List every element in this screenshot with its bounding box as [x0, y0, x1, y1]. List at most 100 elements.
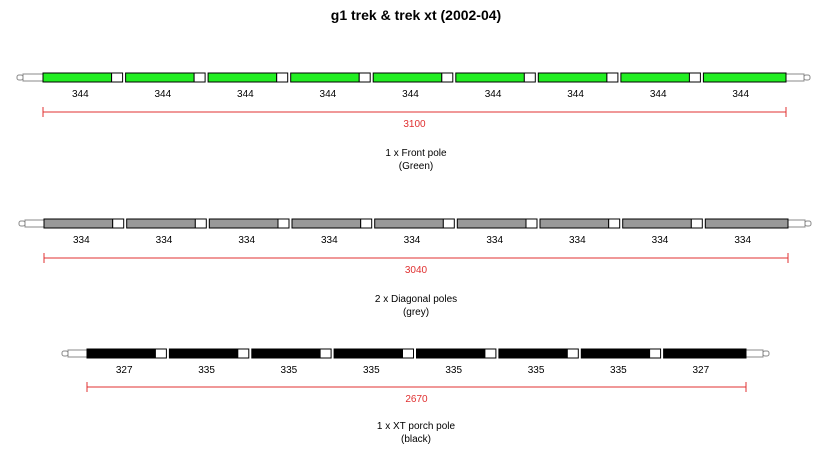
diagonal-pole-total-length: 3040	[405, 265, 428, 276]
diagonal-pole-section	[704, 218, 789, 229]
porch-pole-ferrule	[237, 348, 250, 359]
front-pole-section-length: 344	[567, 89, 584, 100]
porch-pole-end-tip-right	[745, 349, 764, 358]
porch-pole-end-cap-right	[762, 350, 770, 357]
front-pole-ferrule	[276, 72, 289, 83]
diagonal-pole-section-length: 334	[238, 235, 255, 246]
porch-pole-section	[168, 348, 239, 359]
caption-front-pole-line2: (Green)	[398, 161, 434, 172]
diagonal-pole-section	[43, 218, 114, 229]
porch-pole-ferrule	[402, 348, 414, 359]
front-pole-section	[702, 72, 787, 83]
front-pole-section-length: 344	[154, 89, 171, 100]
front-pole-ferrule	[441, 72, 454, 83]
diagonal-pole-section-length: 334	[73, 235, 90, 246]
front-pole-section	[290, 72, 360, 83]
diagonal-pole-ferrule	[525, 218, 538, 229]
porch-pole-total-length: 2670	[405, 394, 428, 405]
front-pole-ferrule	[358, 72, 371, 83]
front-pole-ferrule	[688, 72, 701, 83]
diagonal-pole-section	[539, 218, 610, 229]
front-pole-section-length: 344	[237, 89, 254, 100]
diagonal-pole-section-length: 334	[734, 235, 751, 246]
diagonal-pole-ferrule	[112, 218, 125, 229]
porch-pole-section	[580, 348, 651, 359]
diagonal-pole-section-length: 334	[569, 235, 586, 246]
diagonal-pole-section-length: 334	[652, 235, 669, 246]
diagonal-pole-ferrule	[608, 218, 621, 229]
front-pole-section-length: 344	[732, 89, 749, 100]
front-pole-section	[207, 72, 278, 83]
diagonal-pole-ferrule	[360, 218, 373, 229]
front-pole-total-length: 3100	[403, 119, 426, 130]
porch-pole-section	[86, 348, 156, 359]
diagonal-pole-ferrule	[194, 218, 207, 229]
porch-pole-section	[416, 348, 486, 359]
porch-pole-section	[251, 348, 321, 359]
front-pole-section	[42, 72, 113, 83]
front-pole-ferrule	[523, 72, 536, 83]
porch-pole-section-length: 335	[528, 365, 545, 376]
porch-pole-section-length: 335	[445, 365, 462, 376]
caption-diagonal-poles-line2: (grey)	[402, 307, 430, 318]
diagonal-pole-section-length: 334	[404, 235, 421, 246]
front-pole-section	[125, 72, 195, 83]
front-pole-section-length: 344	[650, 89, 667, 100]
porch-pole-ferrule	[566, 348, 579, 359]
diagonal-pole-section	[622, 218, 692, 229]
front-pole-end-cap-left	[16, 74, 24, 81]
front-pole-section-length: 344	[402, 89, 419, 100]
diagonal-pole-section	[374, 218, 444, 229]
page-title: g1 trek & trek xt (2002-04)	[330, 7, 502, 23]
front-pole-section	[620, 72, 691, 83]
front-pole-end-tip-left	[22, 73, 44, 82]
front-pole-ferrule	[193, 72, 206, 83]
porch-pole-end-cap-left	[61, 350, 69, 357]
front-pole-end-tip-right	[785, 73, 805, 82]
caption-porch-pole-line1: 1 x XT porch pole	[376, 421, 456, 432]
caption-porch-pole-line2: (black)	[400, 434, 431, 445]
diagonal-pole-section	[126, 218, 196, 229]
front-pole-end-cap-right	[803, 74, 811, 81]
porch-pole-section-length: 335	[610, 365, 627, 376]
diagonal-pole-section	[456, 218, 527, 229]
front-pole-section-length: 344	[485, 89, 502, 100]
diagonal-pole-section-length: 334	[486, 235, 503, 246]
caption-front-pole-line1: 1 x Front pole	[385, 148, 447, 159]
front-pole-section-length: 344	[72, 89, 89, 100]
caption-diagonal-poles: 2 x Diagonal poles (grey)	[0, 293, 832, 319]
porch-pole-section-length: 327	[692, 365, 709, 376]
caption-front-pole: 1 x Front pole (Green)	[0, 147, 832, 173]
diagonal-pole-ferrule	[690, 218, 703, 229]
caption-diagonal-poles-line1: 2 x Diagonal poles	[374, 294, 458, 305]
front-pole-section-length: 344	[320, 89, 337, 100]
diagonal-pole-ferrule	[442, 218, 455, 229]
porch-pole-section	[663, 348, 747, 359]
porch-pole-section	[333, 348, 404, 359]
diagonal-pole-section-length: 334	[156, 235, 173, 246]
front-pole-ferrule	[606, 72, 619, 83]
diagonal-pole-end-cap-right	[804, 220, 812, 227]
porch-pole-section	[498, 348, 568, 359]
diagonal-pole-section-length: 334	[321, 235, 338, 246]
porch-pole-ferrule	[319, 348, 332, 359]
diagonal-pole-end-tip-right	[787, 219, 806, 228]
front-pole-section	[455, 72, 525, 83]
diagonal-pole-end-cap-left	[18, 220, 26, 227]
porch-pole-section-length: 335	[198, 365, 215, 376]
porch-pole-section-length: 327	[116, 365, 133, 376]
front-pole-ferrule	[111, 72, 124, 83]
diagonal-pole-section	[208, 218, 279, 229]
porch-pole-section-length: 335	[363, 365, 380, 376]
diagonal-pole-end-tip-left	[24, 219, 45, 228]
porch-pole-ferrule	[154, 348, 167, 359]
porch-pole-ferrule	[484, 348, 497, 359]
front-pole-section	[537, 72, 608, 83]
porch-pole-ferrule	[649, 348, 662, 359]
caption-porch-pole: 1 x XT porch pole (black)	[0, 420, 832, 446]
porch-pole-end-tip-left	[67, 349, 88, 358]
diagonal-pole-section	[291, 218, 362, 229]
diagonal-pole-ferrule	[277, 218, 290, 229]
porch-pole-section-length: 335	[281, 365, 298, 376]
